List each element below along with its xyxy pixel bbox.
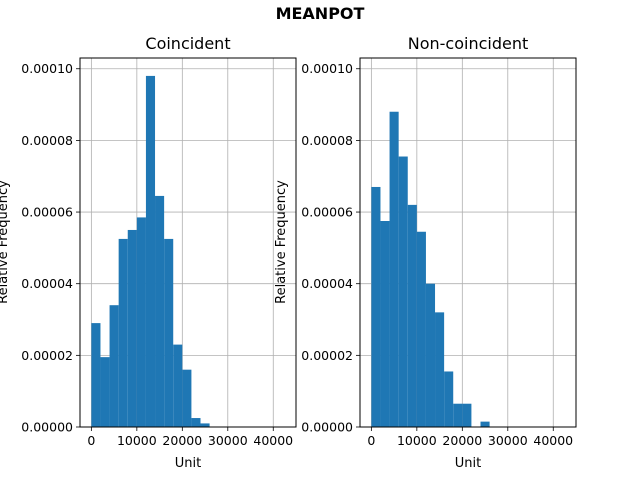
- bars-layer: [91, 75, 210, 427]
- plot-frame: [359, 57, 577, 428]
- y-tick-label: 0.00000: [301, 420, 353, 435]
- x-tick-label: 0: [367, 433, 375, 448]
- histogram-bar: [182, 369, 192, 427]
- x-tick-label: 10000: [397, 433, 437, 448]
- y-tick-label: 0.00010: [21, 61, 73, 76]
- subplot-coincident: Coincident 0 10000 20000 30000 40000 0.00000…: [0, 34, 297, 471]
- histogram-bar: [425, 283, 436, 427]
- histogram-bar: [380, 221, 390, 427]
- x-tick-label: 20000: [442, 433, 482, 448]
- histogram-bar: [127, 229, 137, 427]
- x-tick-label: 0: [87, 433, 95, 448]
- y-tick-label: 0.00006: [21, 205, 73, 220]
- y-tick-label: 0.00002: [301, 348, 353, 363]
- histogram-bar: [444, 371, 454, 427]
- y-tick-label: 0.00010: [301, 61, 353, 76]
- histogram-bar: [173, 344, 183, 427]
- figure-title: MEANPOT: [276, 4, 365, 23]
- histogram-bar: [407, 204, 417, 427]
- histogram-bar: [91, 323, 101, 427]
- y-tick-label: 0.00006: [301, 205, 353, 220]
- y-tick-label: 0.00002: [21, 348, 73, 363]
- histogram-bar: [453, 403, 463, 427]
- x-tick-label: 30000: [208, 433, 248, 448]
- histogram-bar: [155, 195, 165, 427]
- histogram-bar: [109, 305, 119, 427]
- histogram-bar: [462, 403, 472, 427]
- x-tick-label: 10000: [117, 433, 157, 448]
- y-tick-layer: 0.00000 0.00002 0.00004 0.00006 0.00008 0.000…: [301, 61, 360, 435]
- plot-frame: [79, 57, 297, 428]
- x-tick-label: 30000: [488, 433, 528, 448]
- y-tick-label: 0.00004: [21, 276, 73, 291]
- panel-title: Non-coincident: [408, 34, 529, 53]
- x-tick-layer: 0 10000 20000 30000 40000: [367, 427, 573, 448]
- y-axis-label: Relative Frequency: [274, 180, 289, 304]
- x-axis-label: Unit: [455, 456, 481, 471]
- histogram-bar: [136, 217, 146, 427]
- histogram-bar: [480, 421, 490, 427]
- histogram-bar: [371, 186, 381, 427]
- histogram-bar: [145, 75, 156, 427]
- panel-title: Coincident: [145, 34, 230, 53]
- histogram-bar: [389, 111, 399, 428]
- y-tick-label: 0.00008: [21, 133, 73, 148]
- histogram-bar: [164, 238, 174, 427]
- histogram-bar: [100, 357, 110, 427]
- y-tick-layer: 0.00000 0.00002 0.00004 0.00006 0.00008 0.000…: [21, 61, 80, 435]
- x-tick-label: 20000: [162, 433, 202, 448]
- histogram-bar: [435, 312, 445, 427]
- x-tick-label: 40000: [253, 433, 293, 448]
- histogram-bar: [398, 156, 408, 428]
- y-tick-label: 0.00004: [301, 276, 353, 291]
- y-tick-label: 0.00008: [301, 133, 353, 148]
- y-axis-label: Relative Frequency: [0, 180, 11, 304]
- histogram-bar: [191, 418, 201, 427]
- bars-layer: [371, 111, 490, 428]
- subplot-non-coincident: Non-coincident 0 10000 20000 30000 40000 0.0…: [274, 34, 577, 471]
- x-axis-label: Unit: [175, 456, 201, 471]
- histogram-bar: [416, 231, 426, 427]
- x-tick-label: 40000: [533, 433, 573, 448]
- histogram-bar: [200, 423, 210, 427]
- x-tick-layer: 0 10000 20000 30000 40000: [87, 427, 293, 448]
- histogram-bar: [118, 238, 128, 427]
- y-tick-label: 0.00000: [21, 420, 73, 435]
